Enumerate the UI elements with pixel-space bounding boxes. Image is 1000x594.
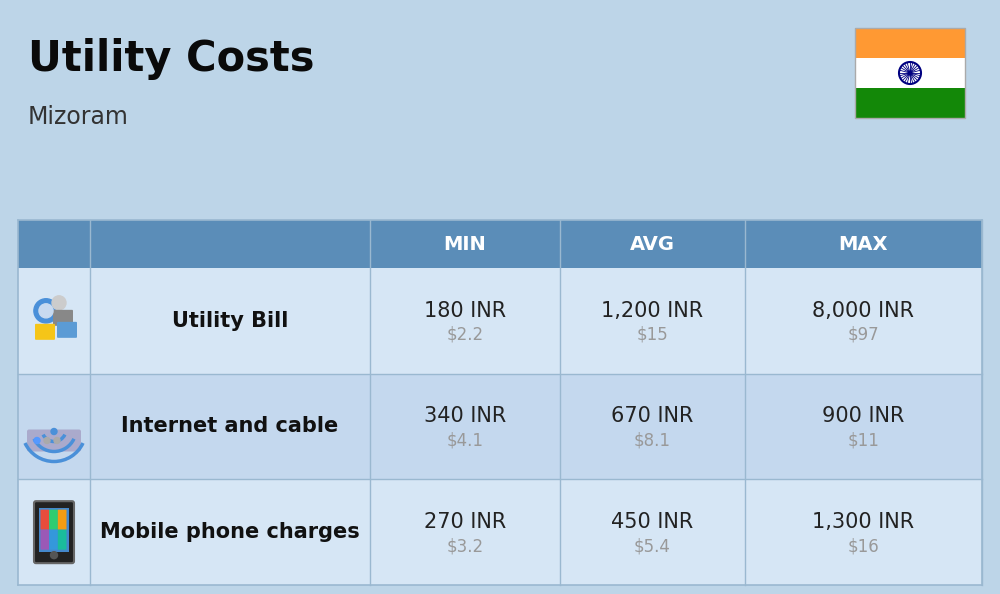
FancyBboxPatch shape xyxy=(40,510,49,530)
FancyBboxPatch shape xyxy=(58,510,66,530)
FancyBboxPatch shape xyxy=(855,58,965,88)
Text: Mizoram: Mizoram xyxy=(28,105,129,129)
Text: $16: $16 xyxy=(848,537,879,555)
FancyBboxPatch shape xyxy=(35,324,55,340)
FancyBboxPatch shape xyxy=(49,510,58,530)
Text: $15: $15 xyxy=(637,326,668,344)
Circle shape xyxy=(39,304,53,318)
FancyBboxPatch shape xyxy=(18,268,90,374)
Text: 900 INR: 900 INR xyxy=(822,406,905,426)
FancyBboxPatch shape xyxy=(560,268,745,374)
Text: 340 INR: 340 INR xyxy=(424,406,506,426)
FancyBboxPatch shape xyxy=(560,374,745,479)
FancyBboxPatch shape xyxy=(370,268,560,374)
Text: Utility Costs: Utility Costs xyxy=(28,38,314,80)
FancyBboxPatch shape xyxy=(39,508,69,552)
Text: $2.2: $2.2 xyxy=(446,326,484,344)
FancyBboxPatch shape xyxy=(560,220,745,268)
Text: Internet and cable: Internet and cable xyxy=(121,416,339,437)
Text: 1,300 INR: 1,300 INR xyxy=(812,512,915,532)
Circle shape xyxy=(44,438,50,444)
FancyBboxPatch shape xyxy=(370,479,560,585)
FancyBboxPatch shape xyxy=(745,220,982,268)
Text: 180 INR: 180 INR xyxy=(424,301,506,321)
Text: 8,000 INR: 8,000 INR xyxy=(812,301,914,321)
FancyBboxPatch shape xyxy=(57,322,77,338)
FancyBboxPatch shape xyxy=(90,479,370,585)
Circle shape xyxy=(51,428,57,434)
FancyBboxPatch shape xyxy=(745,268,982,374)
FancyBboxPatch shape xyxy=(90,374,370,479)
Circle shape xyxy=(908,71,912,74)
FancyBboxPatch shape xyxy=(745,374,982,479)
FancyBboxPatch shape xyxy=(27,429,81,451)
Text: AVG: AVG xyxy=(630,235,675,254)
Text: 270 INR: 270 INR xyxy=(424,512,506,532)
Circle shape xyxy=(34,299,58,323)
FancyBboxPatch shape xyxy=(370,220,560,268)
FancyBboxPatch shape xyxy=(855,28,965,58)
Text: $11: $11 xyxy=(848,431,879,450)
Text: $3.2: $3.2 xyxy=(446,537,484,555)
Text: MAX: MAX xyxy=(839,235,888,254)
Circle shape xyxy=(54,438,60,444)
Text: 1,200 INR: 1,200 INR xyxy=(601,301,704,321)
FancyBboxPatch shape xyxy=(18,220,90,268)
Text: 670 INR: 670 INR xyxy=(611,406,694,426)
Circle shape xyxy=(50,552,58,559)
Text: $5.4: $5.4 xyxy=(634,537,671,555)
Text: $8.1: $8.1 xyxy=(634,431,671,450)
Text: $97: $97 xyxy=(848,326,879,344)
FancyBboxPatch shape xyxy=(560,479,745,585)
Circle shape xyxy=(52,296,66,310)
FancyBboxPatch shape xyxy=(40,530,49,549)
FancyBboxPatch shape xyxy=(49,530,58,549)
FancyBboxPatch shape xyxy=(855,88,965,118)
FancyBboxPatch shape xyxy=(90,268,370,374)
FancyBboxPatch shape xyxy=(58,530,66,549)
Text: $4.1: $4.1 xyxy=(446,431,484,450)
FancyBboxPatch shape xyxy=(18,479,90,585)
Text: Utility Bill: Utility Bill xyxy=(172,311,288,331)
Circle shape xyxy=(34,438,40,444)
FancyBboxPatch shape xyxy=(18,374,90,479)
FancyBboxPatch shape xyxy=(745,479,982,585)
FancyBboxPatch shape xyxy=(90,220,370,268)
FancyBboxPatch shape xyxy=(34,501,74,563)
Text: Mobile phone charges: Mobile phone charges xyxy=(100,522,360,542)
Text: 450 INR: 450 INR xyxy=(611,512,694,532)
FancyBboxPatch shape xyxy=(53,310,73,326)
FancyBboxPatch shape xyxy=(370,374,560,479)
Text: MIN: MIN xyxy=(444,235,486,254)
